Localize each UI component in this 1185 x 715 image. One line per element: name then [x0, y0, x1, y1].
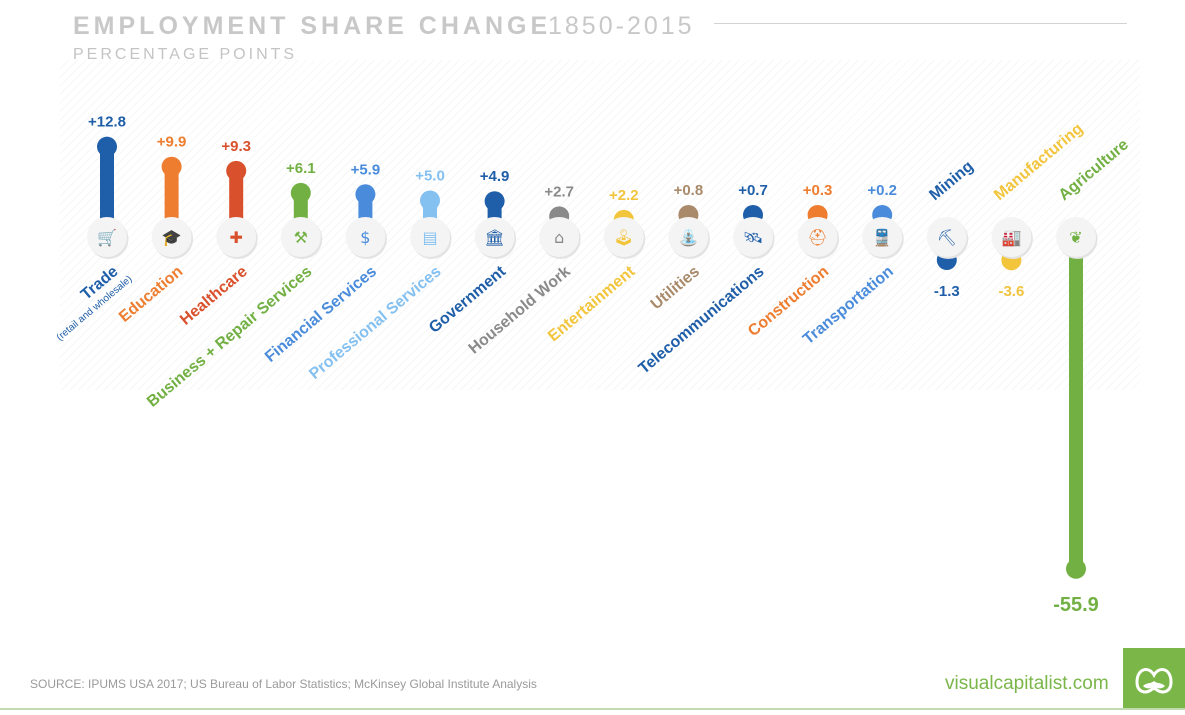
- graduation-cap-icon: 🎓: [162, 228, 182, 247]
- bar-stem: [1069, 237, 1083, 569]
- icon-bubble: [862, 217, 903, 257]
- value-label: -55.9: [1053, 594, 1099, 616]
- icon-bubble: [668, 217, 709, 257]
- category-label: Telecommunications: [636, 263, 768, 378]
- bar-cap: [420, 190, 440, 211]
- value-label: +4.9: [480, 168, 510, 185]
- wrench-screwdriver-icon: ⚒: [294, 228, 308, 247]
- value-label: -3.6: [998, 283, 1024, 300]
- category-label: Financial Services: [262, 263, 380, 366]
- value-label: +0.7: [738, 182, 768, 199]
- category-label: Mining: [926, 158, 976, 204]
- icon-bubble: [539, 217, 580, 257]
- bar-cap: [1066, 558, 1086, 579]
- value-label: -1.3: [934, 283, 960, 300]
- icon-bubble: [345, 217, 386, 257]
- pickaxe-icon: ⛏: [937, 228, 957, 247]
- house-icon: ⌂: [554, 228, 564, 247]
- value-label: +0.3: [803, 182, 833, 199]
- visual-capitalist-logo[interactable]: [1123, 648, 1185, 710]
- bar-cap: [355, 184, 376, 205]
- chart-subtitle: PERCENTAGE POINTS: [73, 46, 298, 63]
- wheat-leaf-icon: ❦: [1069, 228, 1082, 247]
- value-label: +12.8: [88, 114, 126, 131]
- satellite-icon: 🛰: [743, 228, 763, 247]
- shopping-cart-icon: 🛒: [97, 228, 117, 247]
- icon-bubble: [87, 217, 127, 257]
- value-label: +5.9: [351, 161, 381, 178]
- government-building-icon: 🏛: [484, 228, 504, 247]
- value-label: +9.3: [221, 138, 251, 155]
- value-label: +6.1: [286, 160, 316, 177]
- chart-years: 1850-2015: [548, 12, 695, 40]
- visual-capitalist-logo-icon: [1135, 668, 1173, 694]
- icon-bubble: [474, 217, 515, 257]
- bar-cap: [97, 136, 117, 157]
- chart-title: EMPLOYMENT SHARE CHANGE: [73, 12, 552, 40]
- value-label: +2.2: [609, 187, 639, 204]
- icon-bubble: [280, 217, 321, 257]
- icon-bubble: [216, 217, 257, 257]
- icon-bubble: [926, 217, 967, 257]
- box-package-icon: ▤: [422, 228, 437, 247]
- value-label: +5.0: [415, 168, 445, 185]
- bottom-rule: [0, 708, 1185, 710]
- icon-bubble: [797, 217, 838, 257]
- factory-icon: 🏭: [1001, 228, 1021, 247]
- icon-bubble: [603, 217, 644, 257]
- construction-worker-icon: ⛑: [807, 228, 827, 247]
- category-label: Professional Services: [306, 263, 444, 383]
- bar-cap: [290, 182, 311, 203]
- icon-bubble: [151, 217, 192, 257]
- value-label: +0.2: [867, 182, 897, 199]
- joystick-icon: 🕹: [614, 228, 634, 247]
- source-note: SOURCE: IPUMS USA 2017; US Bureau of Lab…: [30, 677, 537, 691]
- bar-cap: [226, 160, 247, 181]
- bar-cap: [484, 191, 505, 212]
- value-label: +0.8: [674, 182, 704, 199]
- brand-link[interactable]: visualcapitalist.com: [945, 673, 1109, 694]
- bar-cap: [161, 156, 182, 177]
- water-tap-icon: ⛲: [678, 228, 698, 247]
- value-label: +9.9: [157, 134, 187, 151]
- bar-stem: [100, 146, 114, 237]
- money-bag-icon: $: [360, 228, 370, 247]
- category-label: Education: [116, 263, 186, 326]
- train-icon: 🚆: [872, 228, 892, 247]
- medical-cross-icon: ✚: [229, 228, 242, 247]
- icon-bubble: [1056, 217, 1096, 257]
- category-label: Utilities: [648, 263, 703, 313]
- title-divider: [714, 23, 1127, 24]
- icon-bubble: [991, 217, 1032, 257]
- value-label: +2.7: [544, 183, 574, 200]
- icon-bubble: [410, 217, 450, 257]
- icon-bubble: [733, 217, 773, 257]
